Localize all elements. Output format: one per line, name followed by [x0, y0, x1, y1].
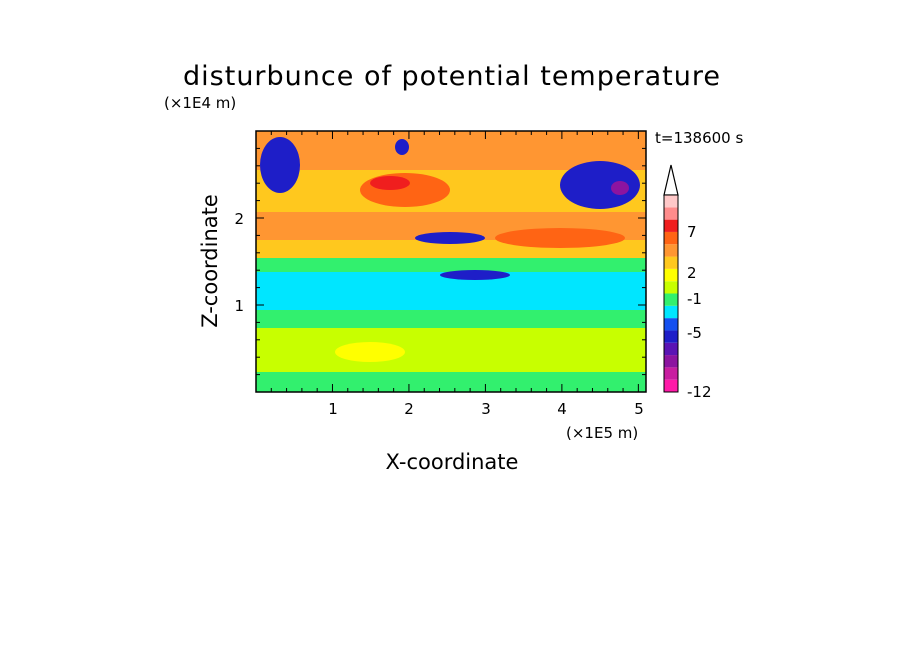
colorbar: [663, 164, 679, 393]
band-4: [256, 258, 646, 272]
feature-cold-ne-core: [611, 181, 629, 195]
colorbar-label-7: 7: [687, 223, 697, 241]
colorbar-swatch: [664, 342, 678, 356]
colorbar-swatch: [664, 281, 678, 294]
x-tick-4: 4: [557, 400, 567, 418]
feature-hot-upper: [370, 176, 410, 190]
y-unit-label: (×1E4 m): [164, 94, 236, 112]
colorbar-label-minus1: -1: [687, 290, 702, 308]
colorbar-label-minus5: -5: [687, 324, 702, 342]
feature-cold-ne: [560, 161, 640, 209]
x-tick-1: 1: [328, 400, 338, 418]
x-tick-5: 5: [634, 400, 644, 418]
feature-lower-warm: [335, 342, 405, 362]
x-axis-label: X-coordinate: [386, 450, 519, 474]
y-axis-label: Z-coordinate: [198, 194, 222, 328]
x-tick-2: 2: [404, 400, 414, 418]
colorbar-swatch: [664, 318, 678, 331]
chart-title: disturbunce of potential temperature: [183, 61, 721, 92]
x-unit-label: (×1E5 m): [566, 424, 638, 442]
feature-hot-core: [360, 173, 450, 207]
y-tick-1: 1: [234, 297, 244, 315]
colorbar-label-minus12: -12: [687, 383, 712, 401]
colorbar-swatch: [664, 268, 678, 282]
colorbar-swatch: [664, 355, 678, 368]
axis-ticks: [255, 131, 646, 393]
y-tick-2: 2: [234, 210, 244, 228]
colorbar-swatch: [664, 195, 678, 208]
colorbar-swatch: [664, 330, 678, 343]
colorbar-swatch: [664, 231, 678, 245]
colorbar-swatch: [664, 367, 678, 380]
feature-cold-spot: [395, 139, 409, 155]
colorbar-swatch: [664, 207, 678, 220]
colorbar-frame: [663, 194, 679, 393]
feature-cold-mid: [415, 232, 485, 244]
colorbar-swatch: [664, 293, 678, 306]
time-label: t=138600 s: [655, 129, 743, 147]
plot-frame: [255, 130, 647, 393]
feature-cold-nw: [260, 137, 300, 193]
colorbar-label-2: 2: [687, 264, 697, 282]
feature-warm-east: [495, 228, 625, 248]
x-tick-3: 3: [481, 400, 491, 418]
colorbar-swatch: [664, 305, 678, 319]
colorbar-swatch: [664, 244, 678, 257]
band-1: [256, 328, 646, 372]
feature-cold-streak: [440, 270, 510, 280]
band-0: [256, 372, 646, 392]
band-2: [256, 310, 646, 328]
colorbar-swatch: [664, 256, 678, 269]
colorbar-swatch: [664, 219, 678, 232]
plot-area: [255, 130, 647, 393]
band-8: [256, 131, 646, 170]
colorbar-swatch: [664, 379, 678, 392]
colorbar-extend-arrow: [663, 164, 679, 196]
